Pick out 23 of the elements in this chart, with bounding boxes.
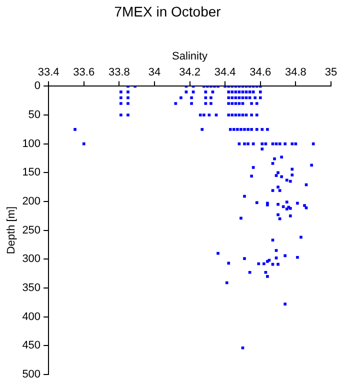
y-tick-label: 200 <box>22 196 41 208</box>
chart-title: 7MEX in October <box>114 3 222 20</box>
x-tick-label: 35 <box>324 66 338 79</box>
x-axis-title: Salinity <box>172 50 208 62</box>
y-tick-label: 450 <box>22 340 41 352</box>
y-tick-label: 300 <box>22 253 41 266</box>
y-tick-label: 100 <box>22 138 41 150</box>
y-tick-label: 400 <box>22 310 41 323</box>
x-tick-label: 33.6 <box>73 66 95 79</box>
y-tick-label: 0 <box>34 80 41 92</box>
y-tick-label: 50 <box>28 109 41 122</box>
x-tick-label: 34 <box>148 66 161 79</box>
x-tick-label: 33.8 <box>108 66 130 79</box>
x-tick-label: 34.4 <box>214 66 236 79</box>
y-axis-title: Depth [m] <box>6 206 18 254</box>
x-tick-label: 34.8 <box>284 66 306 79</box>
y-tick-label: 500 <box>22 368 41 380</box>
x-tick-label: 34.6 <box>250 66 272 79</box>
y-tick-label: 350 <box>22 282 41 294</box>
x-tick-label: 34.2 <box>179 66 200 79</box>
y-tick-label: 150 <box>22 166 41 179</box>
x-tick-label: 33.4 <box>38 66 60 79</box>
y-tick-label: 250 <box>22 224 41 236</box>
